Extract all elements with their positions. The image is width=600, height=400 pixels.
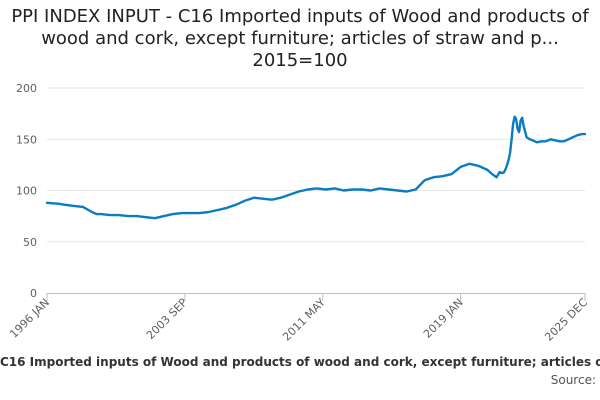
grid-layer [47, 87, 585, 243]
chart-title: PPI INDEX INPUT - C16 Imported inputs of… [11, 6, 589, 71]
y-tick-label: 50 [23, 236, 37, 249]
y-tick-label: 0 [30, 287, 37, 300]
y-tick-label: 150 [16, 133, 37, 146]
x-tick-label: 2003 SEP [144, 296, 190, 342]
axis-layer [46, 293, 586, 301]
x-tick-label: 2011 MAY [280, 296, 328, 344]
legend-series-label: C16 Imported inputs of Wood and products… [0, 355, 600, 369]
source-label: Source: [550, 373, 596, 387]
x-tick-label: 2025 DEC [542, 296, 590, 344]
x-tick-label: 1996 JAN [7, 296, 52, 341]
y-tick-label: 200 [16, 82, 37, 95]
series-line [45, 115, 587, 220]
x-tick-label: 2019 JAN [421, 296, 466, 341]
series-layer [45, 115, 587, 220]
y-tick-label: 100 [16, 185, 37, 198]
